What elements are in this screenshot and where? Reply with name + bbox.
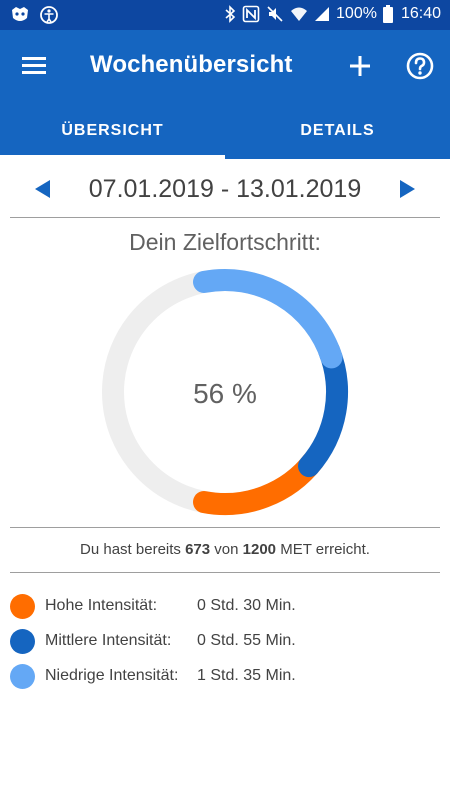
legend-item-low: Niedrige Intensität: 1 Std. 35 Min. (10, 662, 440, 697)
legend-item-high: Hohe Intensität: 0 Std. 30 Min. (10, 592, 440, 627)
menu-icon (22, 57, 46, 74)
help-icon (406, 52, 434, 80)
divider (10, 527, 440, 528)
progress-arc-low (193, 269, 343, 369)
legend-dot-high (10, 594, 35, 619)
tab-details[interactable]: DETAILS (300, 121, 375, 139)
legend-value: 1 Std. 35 Min. (197, 667, 296, 684)
met-summary: Du hast bereits 673 von 1200 MET erreich… (0, 541, 450, 558)
summary-middle: von (214, 541, 239, 558)
week-range: 07.01.2019 - 13.01.2019 (88, 175, 362, 203)
clock: 16:40 (400, 5, 441, 22)
legend-label: Mittlere Intensität: (45, 632, 172, 649)
arrow-left-icon (35, 180, 50, 198)
intensity-legend: Hohe Intensität: 0 Std. 30 Min. Mittlere… (10, 592, 440, 697)
menu-button[interactable] (20, 52, 50, 80)
add-button[interactable] (344, 50, 376, 82)
divider (10, 217, 440, 218)
tab-indicator (0, 155, 225, 159)
mute-icon (267, 6, 283, 22)
summary-achieved: 673 (185, 541, 211, 558)
progress-percent: 56 % (193, 378, 257, 409)
legend-dot-low (10, 664, 35, 689)
goal-title: Dein Zielfortschritt: (129, 229, 321, 255)
accessibility-icon (40, 6, 58, 24)
wifi-icon (291, 7, 308, 21)
previous-week-button[interactable] (32, 178, 54, 200)
divider (10, 572, 440, 573)
signal-icon (315, 7, 330, 21)
help-button[interactable] (404, 50, 436, 82)
app-bar: Wochenübersicht (0, 30, 450, 102)
battery-icon (382, 5, 393, 23)
legend-dot-medium (10, 629, 35, 654)
arrow-right-icon (400, 180, 415, 198)
battery-percent: 100% (336, 5, 377, 22)
legend-value: 0 Std. 30 Min. (197, 597, 296, 614)
progress-ring (102, 269, 348, 515)
summary-prefix: Du hast bereits (80, 541, 181, 558)
app-notification-icon (12, 7, 28, 21)
legend-value: 0 Std. 55 Min. (197, 632, 296, 649)
bluetooth-icon (225, 5, 236, 23)
legend-label: Hohe Intensität: (45, 597, 158, 614)
add-icon (350, 56, 370, 76)
nfc-icon (242, 5, 260, 23)
summary-suffix: MET erreicht. (280, 541, 370, 558)
legend-item-medium: Mittlere Intensität: 0 Std. 55 Min. (10, 627, 440, 662)
week-navigation: 07.01.2019 - 13.01.2019 (0, 160, 450, 218)
page-title: Wochenübersicht (90, 51, 293, 78)
tab-bar: ÜBERSICHT DETAILS (0, 102, 450, 159)
summary-goal: 1200 (242, 541, 277, 558)
legend-label: Niedrige Intensität: (45, 667, 179, 684)
status-bar: 100% 16:40 (0, 0, 450, 30)
next-week-button[interactable] (396, 178, 418, 200)
tab-overview[interactable]: ÜBERSICHT (61, 121, 164, 139)
progress-arc-high (193, 449, 325, 515)
